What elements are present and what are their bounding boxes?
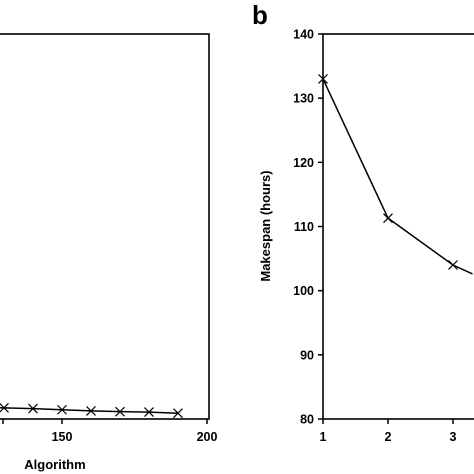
panel-a-data-point xyxy=(57,404,67,415)
panel-b-y-ticks: 80 90 100 110 120 130 140 xyxy=(293,28,323,427)
panel-b-data-point xyxy=(448,260,458,270)
panel-a-data-point xyxy=(86,405,96,416)
panel-b-y-tick-label: 90 xyxy=(300,348,314,362)
panel-b-y-tick-label: 130 xyxy=(293,92,314,106)
panel-b-data-point xyxy=(318,73,328,84)
panel-b-y-tick-label: 120 xyxy=(293,156,314,170)
panel-a-data-point xyxy=(115,406,125,417)
panel-b-y-tick-label: 80 xyxy=(300,413,314,427)
panel-b-x-tick-label: 2 xyxy=(385,430,392,444)
panel-b-x-tick-label: 1 xyxy=(320,430,327,444)
panel-a-series-line xyxy=(0,406,179,414)
panel-a-data-point xyxy=(173,408,183,419)
panel-a-x-tick-label: 150 xyxy=(52,430,73,444)
panel-b-series-line xyxy=(322,78,473,275)
panel-a-x-ticks: 150 200 xyxy=(2,419,218,444)
panel-b-y-tick-label: 100 xyxy=(293,284,314,298)
panel-a-data-point xyxy=(28,403,38,414)
panel-b-x-tick-label: 3 xyxy=(450,430,457,444)
panel-b-x-ticks: 1 2 3 xyxy=(320,419,457,444)
panel-a-data-point xyxy=(144,407,154,417)
panel-a-frame xyxy=(0,33,210,420)
panel-b-markers xyxy=(318,73,458,270)
panel-a-markers xyxy=(0,402,183,419)
panel-b: b 80 90 100 110 120 130 140 1 2 3 Makespan (hour… xyxy=(252,0,474,444)
panel-a-data-point xyxy=(0,402,9,413)
panel-b-y-axis-title: Makespan (hours) xyxy=(258,170,273,281)
panel-b-y-tick-label: 110 xyxy=(294,220,314,234)
panel-b-y-tick-label: 140 xyxy=(293,28,314,42)
panel-a-x-tick-label: 200 xyxy=(197,430,218,444)
panel-b-data-point xyxy=(383,213,393,224)
panel-a: 150 200 Algorithm xyxy=(0,33,218,472)
panel-a-x-axis-title: Algorithm xyxy=(24,457,85,472)
panel-b-label: b xyxy=(252,0,268,30)
